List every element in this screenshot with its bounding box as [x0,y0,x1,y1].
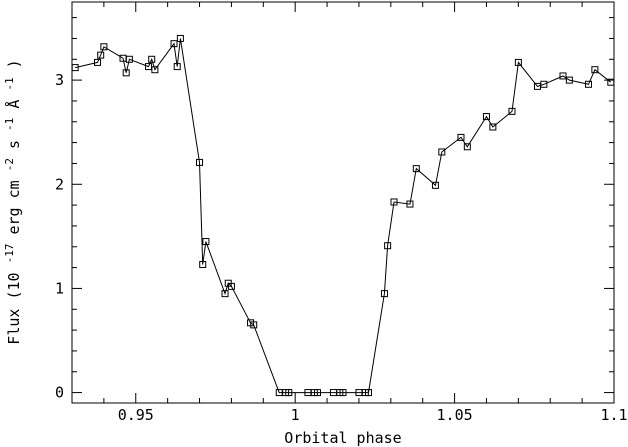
data-point [384,242,392,250]
data-point [412,165,420,173]
data-point [148,55,156,63]
data-point [514,58,522,66]
x-tick-label: 1.1 [600,406,627,424]
y-tick-label: 1 [55,279,64,297]
x-axis-label: Orbital phase [284,429,401,447]
data-point [94,58,102,66]
data-point [170,40,178,48]
data-point [97,51,105,59]
data-point [390,198,398,206]
data-point [540,80,548,88]
data-point [559,72,567,80]
data-point [584,80,592,88]
data-point [431,181,439,189]
data-point [365,389,373,397]
x-tick-labels: 0.95 1 1.05 1.1 [118,406,628,424]
data-point [176,34,184,42]
x-tick-label: 0.95 [118,406,154,424]
data-point [285,389,293,397]
y-tick-label: 3 [55,71,64,89]
data-point [71,64,79,72]
axis-ticks [71,2,615,403]
data-point [339,389,347,397]
data-point [151,66,159,74]
x-tick-label: 1.05 [437,406,473,424]
data-point [122,69,130,77]
series-line [75,38,612,394]
data-point [380,290,388,298]
data-point [406,200,414,208]
data-point [313,389,321,397]
y-tick-labels: 0 1 2 3 [55,71,64,401]
data-point [199,260,207,268]
series-markers [71,34,615,397]
data-point [438,148,446,156]
data-point [508,107,516,115]
x-tick-label: 1 [291,406,300,424]
data-point [457,133,465,141]
plot-frame [71,1,615,404]
data-point [100,43,108,51]
data-point [463,143,471,151]
data-point [202,238,210,246]
data-point [227,282,235,290]
data-point [607,78,615,86]
data-point [489,123,497,131]
y-axis-label: Flux (10 -17 erg cm -2 s -1 Å -1 ) [0,59,23,344]
data-point [250,321,258,329]
data-point [482,113,490,121]
data-point [221,290,229,298]
data-point [125,55,133,63]
data-point [591,66,599,74]
data-point [565,76,573,84]
y-tick-label: 2 [55,175,64,193]
data-point [173,63,181,71]
data-point [196,158,204,166]
y-tick-label: 0 [55,384,64,402]
